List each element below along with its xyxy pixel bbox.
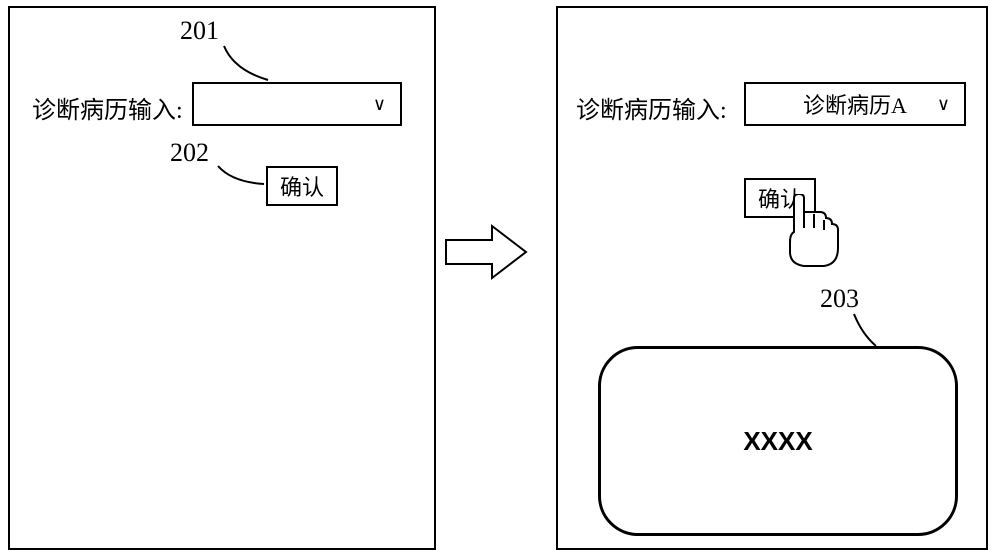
leader-203 (558, 8, 990, 368)
result-display: XXXX (598, 346, 958, 536)
leader-202 (10, 8, 438, 228)
result-text: XXXX (743, 426, 812, 457)
transition-arrow (444, 220, 530, 284)
arrow-icon (444, 220, 530, 284)
right-panel: 诊断病历输入: 诊断病历A ∨ 确认 203 XXXX (556, 6, 988, 550)
left-panel: 诊断病历输入: ∨ 201 确认 202 (8, 6, 436, 550)
